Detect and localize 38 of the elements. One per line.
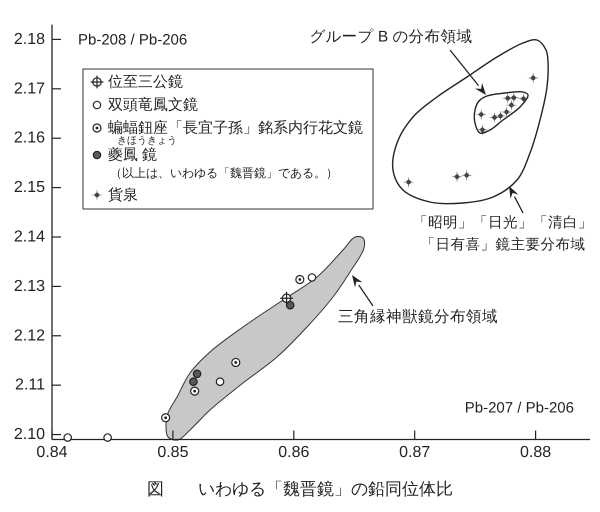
annotation: （以上は、いわゆる「魏晋鏡」である。） xyxy=(110,166,338,180)
y-tick-label: 2.15 xyxy=(14,179,46,196)
x-tick-label: 0.87 xyxy=(399,444,430,461)
legend-label: 蝙蝠鈕座「長宜子孫」銘系内行花文鏡 xyxy=(108,120,363,136)
annotation: 「昭明」「日光」「清白」「日有喜」鏡主要分布域 xyxy=(413,214,593,253)
annotation: 三角縁神獣鏡分布領域 xyxy=(338,308,498,326)
point xyxy=(103,433,112,442)
point xyxy=(216,377,224,386)
point xyxy=(189,377,198,386)
point xyxy=(190,386,200,396)
annotation: グループ B の分布領域 xyxy=(310,28,472,46)
y-tick-label: 2.16 xyxy=(14,130,46,147)
text: 図 いわゆる「魏晋鏡」の鉛同位体比 xyxy=(147,480,453,498)
legend-label: 夔鳳 鏡 xyxy=(108,146,158,164)
legend-label: 貨泉 xyxy=(108,186,138,204)
x-axis-title: Pb-207 / Pb-206 xyxy=(464,400,574,416)
y-tick-label: 2.10 xyxy=(14,426,46,444)
point xyxy=(161,413,170,422)
point xyxy=(231,358,240,368)
y-axis-title: Pb-208 / Pb-206 xyxy=(78,32,188,48)
point xyxy=(192,370,202,378)
y-tick-label: 2.18 xyxy=(14,30,46,48)
x-tick-label: 0.86 xyxy=(278,444,310,461)
legend-label: 位至三公鏡 xyxy=(108,74,183,90)
annotation: きほうきょう xyxy=(117,136,177,146)
point xyxy=(295,274,304,284)
y-tick-label: 2.11 xyxy=(15,376,46,394)
x-tick-label: 0.88 xyxy=(520,444,552,461)
y-tick-label: 2.14 xyxy=(14,228,46,246)
y-tick-label: 2.13 xyxy=(14,278,46,295)
point xyxy=(63,433,72,442)
point xyxy=(286,300,294,310)
y-tick-label: 2.12 xyxy=(14,327,46,344)
point xyxy=(308,273,316,282)
x-tick-label: 0.84 xyxy=(36,444,68,461)
legend-label: 双頭竜鳳文鏡 xyxy=(108,96,198,114)
x-tick-label: 0.85 xyxy=(157,444,189,461)
y-tick-label: 2.17 xyxy=(14,80,46,98)
